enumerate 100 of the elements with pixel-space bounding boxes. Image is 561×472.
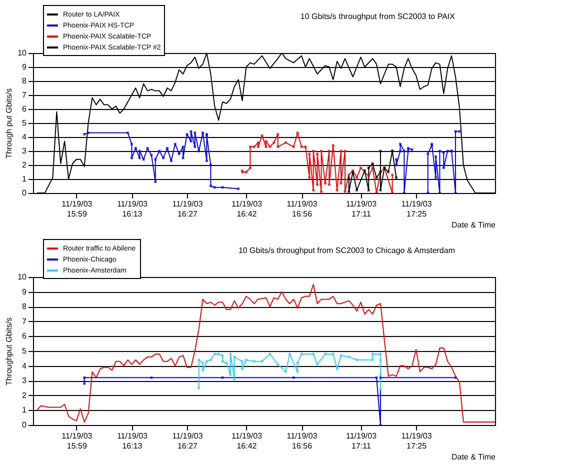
line-series: [241, 132, 394, 193]
y-tick-label: 3: [22, 376, 28, 386]
point: [375, 176, 378, 179]
point: [356, 358, 358, 362]
point: [252, 360, 256, 363]
y-tick-label: 10: [18, 272, 28, 282]
x-tick-label: 11/19/03 16:56: [286, 432, 318, 450]
point: [371, 162, 374, 165]
point: [395, 176, 398, 179]
point: [348, 174, 350, 176]
point: [356, 188, 358, 192]
point: [264, 146, 268, 148]
point: [344, 190, 346, 193]
x-axis-title: Date & Time: [451, 452, 496, 462]
point: [272, 141, 276, 144]
point: [276, 363, 280, 366]
point: [348, 176, 350, 179]
y-axis-title: Through put Gbits/s: [4, 88, 14, 159]
point: [83, 376, 86, 379]
chart-title: 10 Gbits/s throughput from SC2003 to Chicago & Amsterdam: [238, 246, 456, 255]
y-tick-label: 2: [22, 390, 28, 400]
point: [221, 360, 224, 363]
point: [296, 362, 299, 364]
point: [213, 352, 216, 356]
y-axis-title: Throughput Gbits/s: [4, 317, 14, 386]
x-tick-label: 11/19/03 17:11: [346, 200, 378, 218]
point: [150, 376, 153, 379]
point: [221, 354, 224, 357]
x-tick-label: 11/19/03 16:13: [116, 200, 148, 218]
point: [248, 166, 252, 170]
point: [217, 352, 220, 356]
x-tick-label: 11/19/03 16:27: [172, 432, 204, 450]
point: [256, 146, 260, 148]
point: [348, 190, 350, 193]
x-tick-label: 11/19/03 16:13: [116, 432, 148, 450]
x-tick-label: 11/19/03 16:56: [286, 200, 318, 218]
y-tick-label: 9: [22, 287, 28, 296]
point: [336, 188, 338, 192]
point: [233, 356, 236, 358]
x-tick-label: 11/19/03 16:27: [172, 200, 204, 218]
y-tick-label: 8: [22, 302, 28, 312]
x-tick-label: 11/19/03 17:25: [401, 200, 432, 218]
y-tick-label: 0: [22, 420, 28, 430]
point: [198, 358, 200, 362]
point: [371, 352, 374, 356]
y-tick-label: 7: [22, 316, 28, 326]
point: [284, 141, 287, 144]
point: [371, 358, 374, 362]
point: [316, 152, 319, 156]
point: [332, 352, 334, 356]
point: [229, 352, 232, 356]
line-series: [198, 352, 382, 391]
y-tick-label: 5: [22, 118, 28, 128]
x-tick-label: 11/19/03 16:42: [231, 200, 263, 218]
point: [363, 169, 366, 172]
point: [312, 188, 315, 192]
point: [276, 132, 280, 136]
point: [292, 376, 295, 379]
point: [304, 146, 307, 148]
point: [83, 382, 86, 385]
point: [229, 373, 232, 376]
y-tick-label: 4: [22, 361, 28, 370]
x-tick-label: 11/19/03 15:59: [62, 200, 93, 218]
x-tick-label: 11/19/03 17:11: [346, 432, 378, 450]
point: [324, 352, 326, 356]
y-tick-label: 7: [22, 90, 28, 100]
point: [248, 146, 252, 148]
x-tick-label: 11/19/03 15:59: [62, 432, 93, 450]
point: [268, 146, 272, 148]
y-tick-label: 3: [22, 146, 28, 156]
point: [308, 152, 311, 156]
point: [233, 378, 236, 380]
point: [367, 174, 370, 178]
point: [324, 182, 326, 184]
point: [348, 356, 350, 358]
point: [296, 370, 299, 373]
point: [288, 352, 291, 356]
y-tick-label: 1: [22, 406, 28, 415]
point: [356, 176, 358, 179]
point: [296, 132, 299, 134]
chart-title: 10 Gbits/s throughput from SC2003 to PAIX: [300, 12, 456, 21]
point: [367, 188, 370, 192]
x-tick-label: 11/19/03 16:42: [231, 432, 263, 450]
point: [209, 358, 212, 362]
point: [332, 144, 334, 147]
point: [268, 352, 272, 356]
point: [256, 141, 260, 144]
point: [391, 174, 394, 176]
point: [221, 376, 224, 379]
y-tick-label: 6: [22, 104, 28, 114]
x-axis-title: Date & Time: [451, 220, 496, 230]
point: [276, 146, 280, 148]
point: [292, 146, 295, 148]
point: [375, 376, 378, 379]
point: [328, 183, 330, 186]
y-tick-label: 1: [22, 174, 28, 184]
y-tick-label: 0: [22, 188, 28, 198]
point: [264, 140, 268, 142]
point: [371, 166, 374, 170]
y-tick-label: 5: [22, 346, 28, 356]
